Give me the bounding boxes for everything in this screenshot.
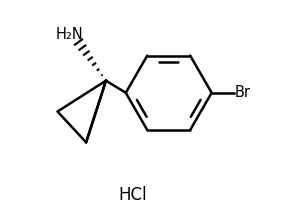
Text: Br: Br [235, 85, 251, 100]
Text: HCl: HCl [118, 186, 147, 204]
Text: H₂N: H₂N [55, 27, 83, 42]
